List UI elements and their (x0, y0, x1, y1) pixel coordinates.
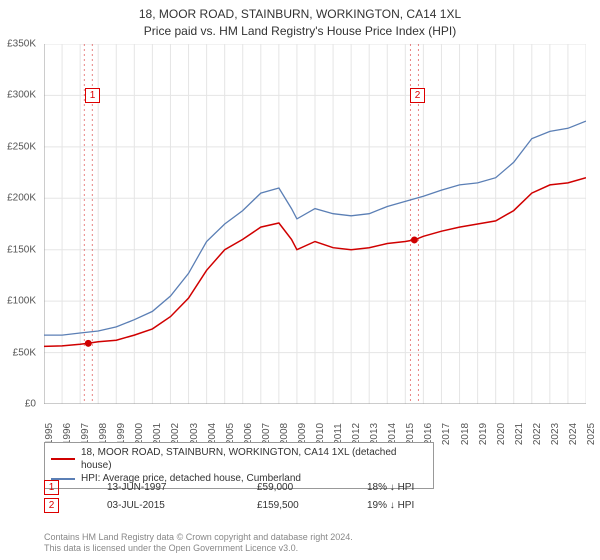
sale-diff: 19% ↓ HPI (367, 500, 457, 511)
x-tick-label: 2025 (586, 423, 597, 445)
sale-marker-badge: 2 (410, 88, 425, 103)
y-tick-label: £100K (7, 296, 36, 307)
x-tick-label: 2020 (496, 423, 507, 445)
line-chart (44, 44, 586, 404)
x-tick-label: 2017 (441, 423, 452, 445)
sale-date: 03-JUL-2015 (107, 500, 217, 511)
x-tick-label: 2019 (478, 423, 489, 445)
footer-attribution: Contains HM Land Registry data © Crown c… (44, 532, 353, 555)
title-line2: Price paid vs. HM Land Registry's House … (0, 23, 600, 40)
legend-label: 18, MOOR ROAD, STAINBURN, WORKINGTON, CA… (81, 446, 427, 472)
x-tick-label: 2022 (532, 423, 543, 445)
chart-plot-area: 12 (44, 44, 586, 404)
legend-swatch (51, 458, 75, 460)
y-tick-label: £200K (7, 193, 36, 204)
sale-marker-badge: 1 (85, 88, 100, 103)
y-tick-label: £300K (7, 90, 36, 101)
sale-index-badge: 1 (44, 480, 59, 495)
footer-line2: This data is licensed under the Open Gov… (44, 543, 353, 554)
sale-row: 2 03-JUL-2015 £159,500 19% ↓ HPI (44, 498, 584, 513)
y-tick-label: £50K (13, 347, 36, 358)
sale-row: 1 13-JUN-1997 £59,000 18% ↓ HPI (44, 480, 584, 495)
x-axis: 1995199619971998199920002001200220032004… (44, 406, 586, 440)
x-tick-label: 2023 (550, 423, 561, 445)
sale-list: 1 13-JUN-1997 £59,000 18% ↓ HPI 2 03-JUL-2015… (44, 480, 584, 516)
x-tick-label: 2018 (460, 423, 471, 445)
chart-title-block: 18, MOOR ROAD, STAINBURN, WORKINGTON, CA… (0, 0, 600, 44)
sale-price: £159,500 (257, 500, 327, 511)
y-axis: £0£50K£100K£150K£200K£250K£300K£350K (0, 44, 40, 404)
sale-diff: 18% ↓ HPI (367, 482, 457, 493)
sale-index-badge: 2 (44, 498, 59, 513)
sale-date: 13-JUN-1997 (107, 482, 217, 493)
y-tick-label: £350K (7, 39, 36, 50)
sale-price: £59,000 (257, 482, 327, 493)
title-line1: 18, MOOR ROAD, STAINBURN, WORKINGTON, CA… (0, 6, 600, 23)
x-tick-label: 2021 (514, 423, 525, 445)
footer-line1: Contains HM Land Registry data © Crown c… (44, 532, 353, 543)
y-tick-label: £150K (7, 244, 36, 255)
y-tick-label: £250K (7, 141, 36, 152)
x-tick-label: 2024 (568, 423, 579, 445)
legend-item: 18, MOOR ROAD, STAINBURN, WORKINGTON, CA… (51, 446, 427, 472)
y-tick-label: £0 (25, 399, 36, 410)
